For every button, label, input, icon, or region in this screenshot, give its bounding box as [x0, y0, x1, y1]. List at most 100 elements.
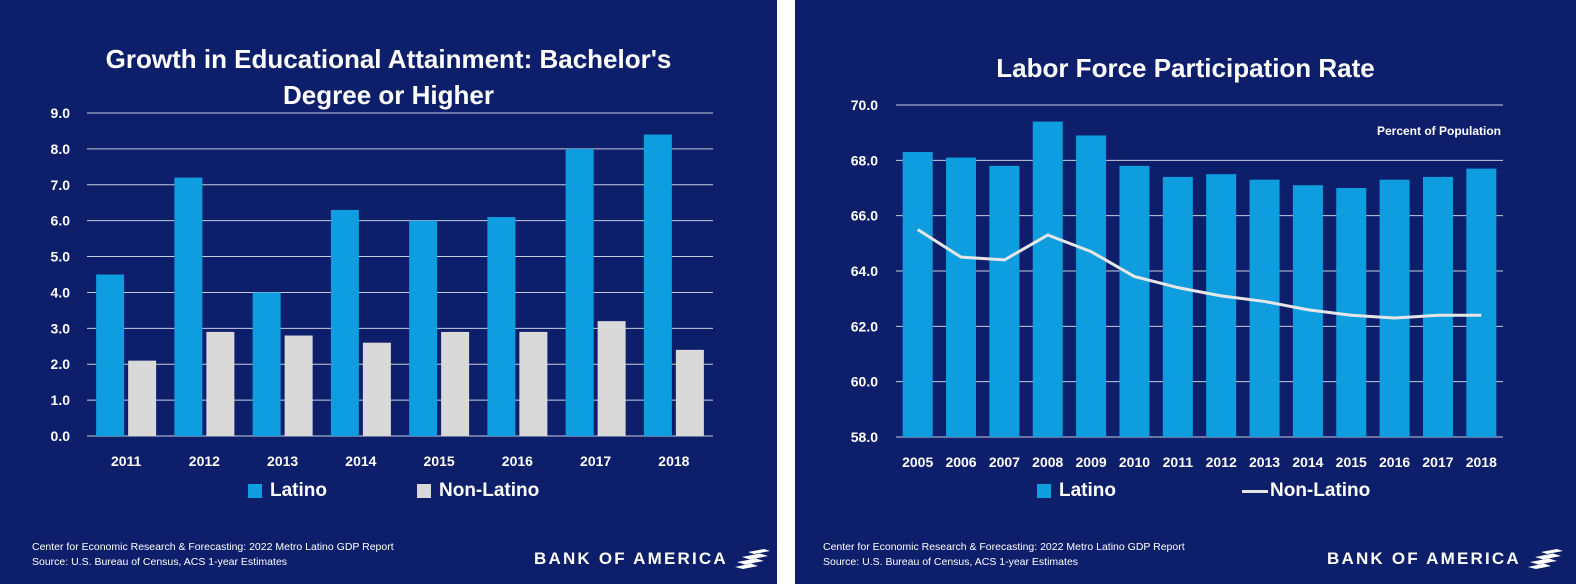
legend-swatch-latino — [248, 484, 262, 498]
education-chart-panel: Growth in Educational Attainment: Bachel… — [0, 0, 777, 584]
bar-latino — [1119, 165, 1150, 437]
bar-non-latino — [362, 342, 391, 436]
legend-label-non-latino: Non-Latino — [439, 480, 540, 501]
brand-name: BANK OF AMERICA — [1327, 549, 1521, 568]
y-tick-label: 5.0 — [51, 249, 71, 265]
bar-latino — [946, 157, 977, 438]
source-line-2: Source: U.S. Bureau of Census, ACS 1-yea… — [823, 556, 1079, 568]
bar-non-latino — [441, 331, 470, 436]
y-tick-label: 6.0 — [51, 213, 71, 229]
source-note: Center for Economic Research & Forecasti… — [823, 540, 1185, 570]
legend-swatch-latino — [1037, 484, 1051, 498]
bar-latino — [96, 274, 125, 436]
brand-logo: BANK OF AMERICA — [1327, 548, 1565, 570]
x-tick-label: 2014 — [345, 453, 376, 469]
y-tick-label: 62.0 — [851, 318, 878, 334]
education-bar-chart: 0.0 1.0 2.0 3.0 4.0 5.0 6.0 7.0 8.0 9.0 2011 2012 20… — [51, 105, 713, 469]
x-tick-label: 2016 — [1379, 454, 1410, 470]
x-tick-label: 2018 — [658, 453, 689, 469]
x-tick-label: 2016 — [502, 453, 533, 469]
bar-latino — [1206, 174, 1237, 437]
chart-title: Labor Force Participation Rate — [996, 53, 1375, 83]
legend-item-latino: Latino — [248, 480, 327, 502]
bar-latino — [487, 217, 516, 436]
bar-latino — [330, 209, 359, 436]
x-tick-label: 2012 — [189, 453, 220, 469]
labor-force-chart: 58.0 60.0 62.0 64.0 66.0 68.0 70.0 2005 2006 2007… — [851, 97, 1503, 470]
chart-title: Growth in Educational Attainment: Bachel… — [0, 41, 777, 113]
y-tick-label: 2.0 — [51, 356, 71, 372]
x-tick-label: 2011 — [1163, 454, 1194, 470]
y-tick-label: 8.0 — [51, 141, 71, 157]
source-line-1: Center for Economic Research & Forecasti… — [823, 541, 1185, 553]
bar-latino — [174, 177, 203, 436]
y-tick-label: 68.0 — [851, 152, 878, 168]
line-non-latino — [916, 228, 1482, 320]
y-tick-label: 60.0 — [851, 374, 878, 390]
bar-latino — [252, 292, 281, 436]
x-tick-label: 2007 — [989, 454, 1020, 470]
bar-latino — [1379, 179, 1410, 437]
bar-latino — [1466, 168, 1497, 437]
legend-label-latino: Latino — [1059, 480, 1116, 501]
y-tick-label: 3.0 — [51, 320, 71, 336]
bar-non-latino — [206, 331, 235, 436]
legend-item-non-latino: Non-Latino — [1242, 480, 1370, 502]
x-tick-label: 2017 — [1422, 454, 1453, 470]
bar-latino — [1162, 176, 1193, 437]
x-tick-label: 2013 — [1249, 454, 1280, 470]
legend-label-latino: Latino — [270, 480, 327, 501]
bar-latino — [1076, 135, 1107, 437]
source-line-2: Source: U.S. Bureau of Census, ACS 1-yea… — [32, 556, 288, 568]
chart-legend: Latino Non-Latino — [248, 480, 539, 502]
legend-swatch-non-latino — [1242, 489, 1268, 493]
bar-non-latino — [675, 349, 704, 436]
flag-icon — [1527, 549, 1563, 569]
x-tick-label: 2014 — [1292, 454, 1323, 470]
legend-item-non-latino: Non-Latino — [417, 480, 539, 502]
bar-non-latino — [597, 321, 626, 436]
source-line-1: Center for Economic Research & Forecasti… — [32, 541, 394, 553]
y-tick-label: 1.0 — [51, 392, 71, 408]
y-tick-label: 0.0 — [51, 428, 71, 444]
bar-latino — [565, 148, 594, 436]
brand-logo: BANK OF AMERICA — [534, 548, 772, 570]
bar-latino — [1422, 176, 1453, 437]
y-tick-label: 70.0 — [851, 97, 878, 113]
y-tick-label: 7.0 — [51, 177, 71, 193]
x-tick-label: 2010 — [1119, 454, 1150, 470]
flag-icon — [734, 549, 770, 569]
labor-chart-panel: Labor Force Participation Rate 58.0 60.0 6… — [795, 0, 1576, 584]
legend-item-latino: Latino — [1037, 480, 1116, 502]
y-tick-label: 58.0 — [851, 429, 878, 445]
brand-name: BANK OF AMERICA — [534, 549, 728, 568]
bar-latino — [643, 134, 672, 437]
chart-legend: Latino Non-Latino — [1037, 480, 1370, 502]
bar-non-latino — [128, 360, 157, 436]
x-tick-label: 2005 — [902, 454, 933, 470]
y-tick-label: 66.0 — [851, 208, 878, 224]
bar-latino — [409, 220, 438, 436]
x-tick-label: 2009 — [1076, 454, 1107, 470]
x-tick-label: 2015 — [424, 453, 455, 469]
source-note: Center for Economic Research & Forecasti… — [32, 540, 394, 570]
y-tick-label: 64.0 — [851, 263, 878, 279]
x-tick-label: 2017 — [580, 453, 611, 469]
bar-latino — [902, 152, 933, 438]
x-tick-label: 2008 — [1032, 454, 1063, 470]
x-tick-label: 2018 — [1466, 454, 1497, 470]
chart-annotation: Percent of Population — [1377, 124, 1501, 138]
bar-non-latino — [519, 331, 548, 436]
bar-non-latino — [284, 335, 313, 436]
y-tick-label: 4.0 — [51, 284, 71, 300]
bar-latino — [1032, 121, 1063, 437]
x-tick-label: 2006 — [945, 454, 976, 470]
legend-swatch-non-latino — [417, 484, 431, 498]
x-tick-label: 2011 — [111, 453, 142, 469]
bar-latino — [989, 165, 1020, 437]
x-tick-label: 2012 — [1206, 454, 1237, 470]
x-tick-label: 2015 — [1336, 454, 1367, 470]
y-tick-label: 9.0 — [51, 105, 71, 121]
chart-title-line-2: Degree or Higher — [283, 80, 494, 110]
legend-label-non-latino: Non-Latino — [1270, 480, 1371, 501]
